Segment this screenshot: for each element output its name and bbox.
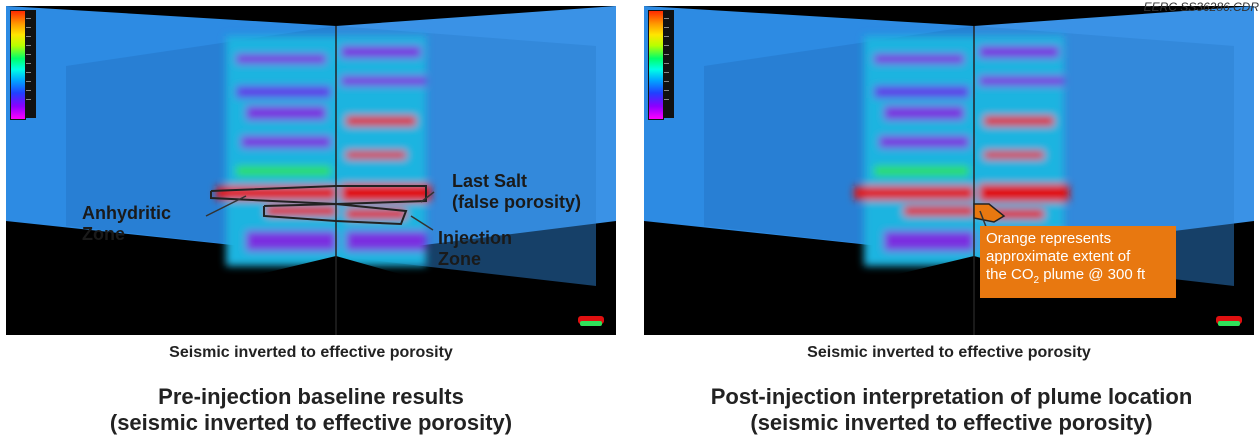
- porosity-color-scale-post: [648, 10, 664, 120]
- porosity-color-scale: [10, 10, 26, 120]
- document-stamp: EERC SS36286.CDR: [1143, 0, 1259, 14]
- seismic-panel-pre-injection: [6, 6, 616, 335]
- co2-plume-callout: Orange represents approximate extent of …: [980, 226, 1176, 298]
- seismic-volume-image-post: [644, 6, 1254, 335]
- left-caption: Seismic inverted to effective porosity: [169, 344, 453, 361]
- right-title: Post-injection interpretation of plume l…: [710, 384, 1193, 435]
- seismic-volume-image: [6, 6, 616, 335]
- porosity-scale-ticks: [26, 10, 36, 118]
- injection-zone-label: Injection Zone: [438, 228, 513, 269]
- right-caption: Seismic inverted to effective porosity: [807, 344, 1091, 361]
- last-salt-label: Last Salt (false porosity): [452, 171, 582, 212]
- seismic-panel-post-injection: [644, 6, 1254, 335]
- porosity-scale-ticks-post: [664, 10, 674, 118]
- anhydritic-zone-label: Anhydritic Zone: [82, 203, 172, 244]
- left-title: Pre-injection baseline results (seismic …: [109, 384, 513, 435]
